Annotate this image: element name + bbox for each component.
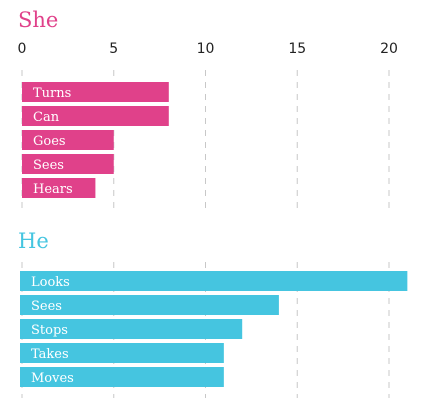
bars-she: Turns Can Goes Sees Hears xyxy=(22,82,169,198)
x-tick-label: 15 xyxy=(288,41,306,57)
bar xyxy=(22,106,169,126)
bar-label: Sees xyxy=(33,158,64,173)
bar xyxy=(22,154,114,174)
bars-he: Looks Sees Stops Takes Moves xyxy=(20,271,408,387)
x-tick-label: 10 xyxy=(197,41,215,57)
x-axis-ticks: 0 5 10 15 20 xyxy=(18,41,398,57)
bar-label: Looks xyxy=(31,275,70,290)
bar xyxy=(20,367,224,387)
bar xyxy=(20,319,243,339)
bar-label: Moves xyxy=(31,371,74,386)
bar-label: Hears xyxy=(33,182,73,197)
bar xyxy=(22,178,96,198)
bar-label: Goes xyxy=(33,134,66,149)
bar xyxy=(22,82,169,102)
bar-label: Stops xyxy=(31,323,68,338)
x-tick-label: 5 xyxy=(109,41,118,57)
bar xyxy=(22,130,114,150)
chart-title-he: He xyxy=(18,229,49,253)
bar-label: Can xyxy=(33,110,60,125)
bar xyxy=(20,271,408,291)
bar xyxy=(20,343,224,363)
bar-label: Turns xyxy=(33,86,71,101)
bar xyxy=(20,295,279,315)
x-tick-label: 20 xyxy=(380,41,398,57)
x-tick-label: 0 xyxy=(18,41,27,57)
bar-label: Takes xyxy=(31,347,69,362)
chart-title-she: She xyxy=(18,8,58,32)
bar-label: Sees xyxy=(31,299,62,314)
